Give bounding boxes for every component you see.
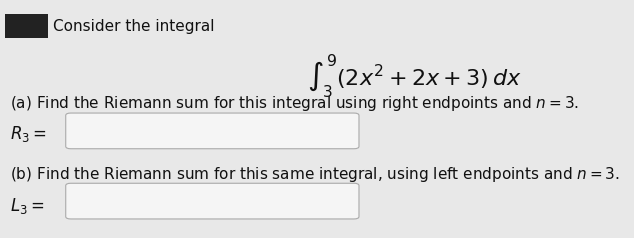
Text: (a) Find the Riemann sum for this integral using right endpoints and $n = 3$.: (a) Find the Riemann sum for this integr… [10, 94, 579, 113]
Text: $R_3 =$: $R_3 =$ [10, 124, 47, 144]
Text: $L_3 =$: $L_3 =$ [10, 196, 44, 216]
FancyBboxPatch shape [66, 113, 359, 149]
Text: Consider the integral: Consider the integral [53, 19, 214, 34]
Text: $\int_{3}^{9} (2x^2 + 2x + 3)\, dx$: $\int_{3}^{9} (2x^2 + 2x + 3)\, dx$ [307, 52, 522, 100]
FancyBboxPatch shape [5, 14, 48, 38]
Text: (b) Find the Riemann sum for this same integral, using left endpoints and $n = 3: (b) Find the Riemann sum for this same i… [10, 165, 620, 184]
FancyBboxPatch shape [66, 183, 359, 219]
